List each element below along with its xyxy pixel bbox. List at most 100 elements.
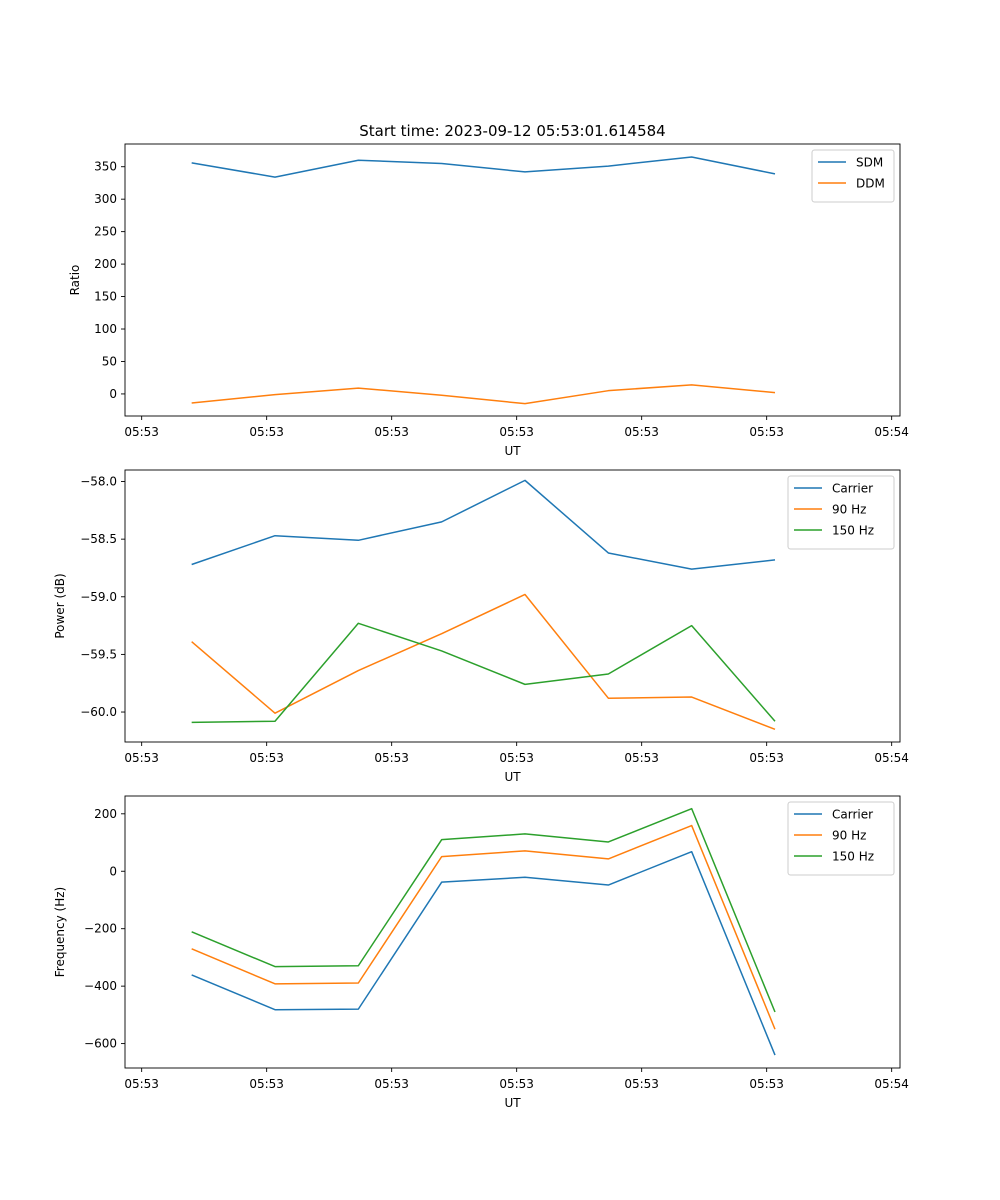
data-point-sdm — [691, 156, 693, 158]
data-point-carrier — [524, 876, 526, 878]
data-point-150-hz — [774, 720, 776, 722]
legend-label-carrier: Carrier — [832, 482, 873, 496]
y-axis-label: Frequency (Hz) — [53, 887, 67, 978]
series-line-150-hz — [191, 807, 776, 1013]
data-point-carrier — [607, 884, 609, 886]
legend-label-ddm: DDM — [856, 177, 885, 191]
legend-label-sdm: SDM — [856, 156, 883, 170]
data-point-90-hz — [691, 825, 693, 827]
data-point-150-hz — [357, 965, 359, 967]
series-line-sdm — [191, 156, 776, 178]
series-line-ddm — [191, 384, 776, 405]
y-axis-label: Ratio — [68, 265, 82, 296]
x-tick-label: 05:53 — [499, 751, 534, 765]
legend-box — [811, 149, 895, 203]
y-tick-label: 150 — [94, 290, 117, 304]
data-point-150-hz — [191, 721, 193, 723]
y-tick-label: 200 — [94, 807, 117, 821]
legend-label-90-hz: 90 Hz — [832, 503, 866, 517]
data-point-90-hz — [357, 670, 359, 672]
legend-label-carrier: Carrier — [832, 808, 873, 822]
data-point-150-hz — [357, 622, 359, 624]
x-tick-label: 05:53 — [124, 425, 159, 439]
power-panel: 05:53 05:53 05:53 05:53 05:53 05:53 05:54 −60.0… — [53, 469, 909, 784]
data-point-150-hz — [691, 808, 693, 810]
data-point-ddm — [774, 392, 776, 394]
x-tick-label: 05:53 — [374, 751, 409, 765]
x-tick-label: 05:53 — [749, 425, 784, 439]
series-line-carrier — [191, 479, 776, 570]
x-tick-label: 05:53 — [249, 1077, 284, 1091]
data-point-150-hz — [441, 650, 443, 652]
data-point-90-hz — [524, 850, 526, 852]
x-axis-label: UT — [504, 1096, 521, 1110]
data-point-90-hz — [357, 982, 359, 984]
series-line-150-hz — [191, 622, 776, 724]
data-point-carrier — [774, 559, 776, 561]
data-point-150-hz — [274, 966, 276, 968]
data-point-90-hz — [607, 697, 609, 699]
legend-label-150-hz: 150 Hz — [832, 524, 874, 538]
y-tick-label: −400 — [84, 979, 117, 993]
data-point-ddm — [524, 403, 526, 405]
data-point-ddm — [191, 402, 193, 404]
series-line-90-hz — [191, 593, 776, 731]
data-point-carrier — [691, 851, 693, 853]
y-tick-label: −600 — [84, 1037, 117, 1051]
data-point-carrier — [524, 479, 526, 481]
ratio-panel: Start time: 2023-09-12 05:53:01.614584 0… — [68, 122, 909, 458]
x-tick-label: 05:54 — [874, 751, 909, 765]
x-tick-label: 05:53 — [499, 1077, 534, 1091]
data-point-150-hz — [524, 683, 526, 685]
data-point-150-hz — [774, 1011, 776, 1013]
data-point-carrier — [607, 552, 609, 554]
data-point-carrier — [441, 521, 443, 523]
x-axis-label: UT — [504, 444, 521, 458]
x-tick-label: 05:54 — [874, 425, 909, 439]
data-point-sdm — [774, 173, 776, 175]
y-tick-label: −59.0 — [80, 590, 117, 604]
data-point-90-hz — [691, 696, 693, 698]
data-point-carrier — [441, 881, 443, 883]
x-tick-label: 05:53 — [749, 751, 784, 765]
plot-frame — [124, 469, 901, 743]
x-tick-label: 05:53 — [249, 425, 284, 439]
data-point-90-hz — [274, 983, 276, 985]
data-point-carrier — [357, 1008, 359, 1010]
data-point-ddm — [357, 387, 359, 389]
series-line-carrier — [191, 850, 776, 1056]
data-point-90-hz — [774, 1028, 776, 1030]
x-tick-label: 05:53 — [374, 1077, 409, 1091]
y-tick-label: −60.0 — [80, 705, 117, 719]
data-point-90-hz — [607, 858, 609, 860]
data-point-carrier — [691, 568, 693, 570]
data-point-sdm — [191, 162, 193, 164]
data-point-sdm — [274, 176, 276, 178]
data-point-carrier — [274, 535, 276, 537]
data-point-150-hz — [524, 833, 526, 835]
data-point-150-hz — [191, 931, 193, 933]
data-point-90-hz — [441, 633, 443, 635]
data-point-90-hz — [441, 856, 443, 858]
plot-frame — [124, 795, 901, 1069]
y-tick-label: −58.5 — [80, 532, 117, 546]
y-tick-label: 0 — [109, 864, 117, 878]
data-point-ddm — [607, 390, 609, 392]
data-point-150-hz — [274, 720, 276, 722]
x-tick-label: 05:53 — [749, 1077, 784, 1091]
x-tick-label: 05:53 — [624, 751, 659, 765]
data-point-sdm — [357, 159, 359, 161]
x-tick-label: 05:53 — [624, 1077, 659, 1091]
data-point-150-hz — [441, 839, 443, 841]
x-tick-label: 05:53 — [249, 751, 284, 765]
x-tick-label: 05:53 — [624, 425, 659, 439]
data-point-carrier — [274, 1009, 276, 1011]
data-point-ddm — [274, 394, 276, 396]
x-tick-label: 05:53 — [499, 425, 534, 439]
frequency-panel: 05:53 05:53 05:53 05:53 05:53 05:53 05:54 −600 −… — [53, 795, 909, 1110]
data-point-sdm — [441, 162, 443, 164]
y-tick-label: 250 — [94, 225, 117, 239]
data-point-90-hz — [774, 728, 776, 730]
data-point-carrier — [191, 564, 193, 566]
y-axis-label: Power (dB) — [53, 573, 67, 638]
